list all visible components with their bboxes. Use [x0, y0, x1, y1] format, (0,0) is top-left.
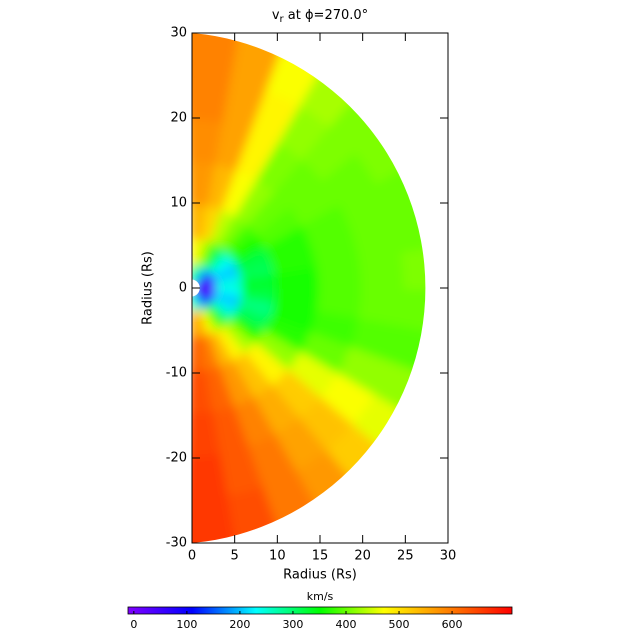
x-tick-label: 10: [269, 549, 286, 564]
y-tick-label: -30: [166, 536, 187, 551]
cells: [192, 33, 426, 543]
cell: [192, 495, 242, 543]
chart-title: vr at ϕ=270.0°: [272, 8, 368, 26]
colorbar-tick-label: 400: [335, 618, 356, 631]
x-tick-label: 25: [397, 549, 414, 564]
cell: [192, 73, 231, 123]
x-axis-label: Radius (Rs): [283, 568, 357, 583]
x-tick-label: 0: [188, 549, 196, 564]
y-axis-label: Radius (Rs): [141, 251, 156, 325]
cell: [390, 323, 426, 384]
cell: [400, 286, 426, 338]
colorbar-tick-label: 0: [130, 618, 137, 631]
y-tick-label: 0: [179, 281, 187, 296]
y-tick-label: -20: [166, 451, 187, 466]
title-subscript: r: [280, 14, 285, 25]
y-tick-label: 20: [170, 111, 187, 126]
cell: [192, 33, 242, 81]
cell: [400, 238, 426, 290]
title-base: v: [272, 8, 280, 23]
y-tick-label: -10: [166, 366, 187, 381]
field: [192, 33, 426, 543]
title-rest: at ϕ=270.0°: [284, 8, 369, 23]
x-tick-label: 5: [231, 549, 239, 564]
axes: 0 5 10 15 20 25 30 -30 -20 -10 0 10 20 30: [166, 26, 457, 564]
colorbar-tick-label: 200: [229, 618, 250, 631]
colorbar-tick-label: 500: [389, 618, 410, 631]
x-tick-label: 15: [312, 549, 329, 564]
y-tick-label: 10: [170, 196, 187, 211]
colorbar-label: km/s: [307, 590, 334, 603]
x-tick-label: 30: [440, 549, 457, 564]
x-tick-label: 20: [354, 549, 371, 564]
colorbar: [127, 606, 513, 615]
colorbar-tick-label: 600: [442, 618, 463, 631]
colorbar-tick-label: 300: [282, 618, 303, 631]
y-tick-label: 30: [170, 26, 187, 41]
colorbar-tick-label: 100: [176, 618, 197, 631]
